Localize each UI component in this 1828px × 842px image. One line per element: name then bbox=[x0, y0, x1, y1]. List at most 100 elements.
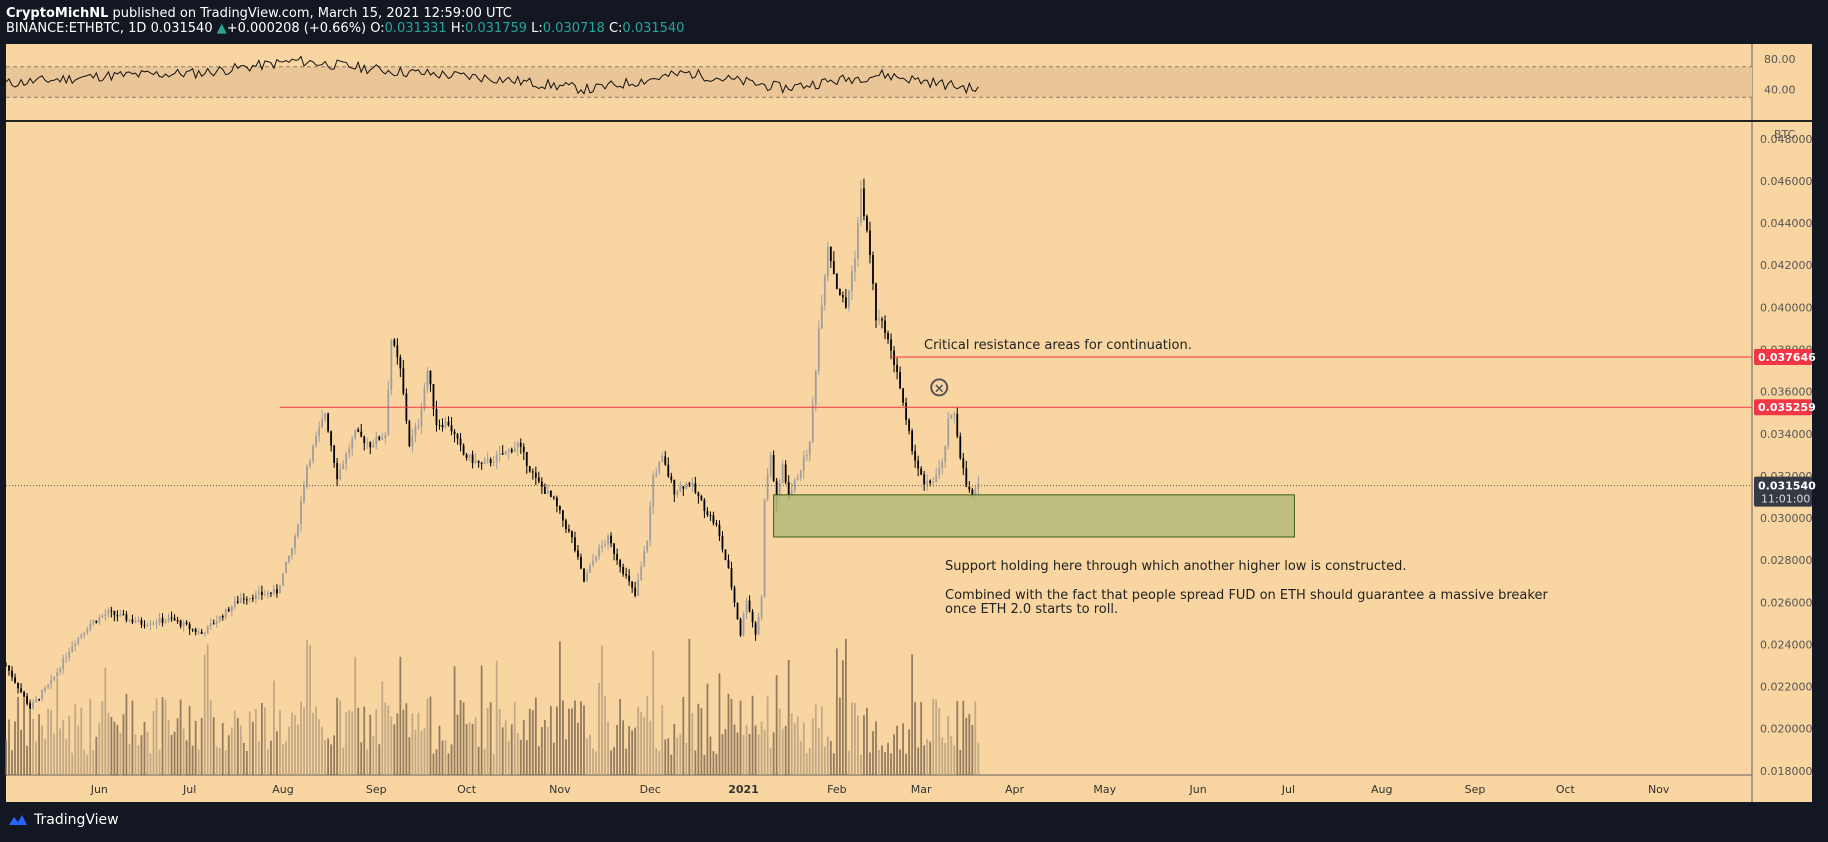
candle-body bbox=[462, 445, 465, 455]
price-tick-label: 0.024000 bbox=[1760, 638, 1813, 651]
candle-body bbox=[438, 425, 441, 427]
candle-body bbox=[947, 418, 950, 446]
candle-body bbox=[38, 698, 41, 700]
candle-body bbox=[309, 460, 311, 467]
candle-body bbox=[829, 246, 832, 262]
volume-bar bbox=[80, 707, 83, 775]
candle-body bbox=[279, 585, 281, 594]
candle-body bbox=[634, 587, 637, 596]
volume-bar bbox=[402, 709, 405, 775]
candle-body bbox=[432, 384, 435, 410]
volume-bar bbox=[200, 717, 203, 775]
volume-bar bbox=[736, 732, 739, 775]
volume-bar bbox=[426, 698, 429, 775]
candle-body bbox=[592, 560, 594, 566]
last-price: 0.031540 bbox=[150, 21, 213, 36]
open-label: O: bbox=[370, 21, 385, 36]
volume-bar bbox=[911, 654, 914, 775]
volume-bar bbox=[896, 725, 898, 775]
volume-bar bbox=[908, 729, 911, 775]
note-annotation-line2[interactable]: once ETH 2.0 starts to roll. bbox=[945, 602, 1118, 617]
candle-body bbox=[565, 520, 567, 530]
volume-bar bbox=[378, 744, 381, 775]
candle-body bbox=[83, 632, 86, 635]
time-tick-label: Aug bbox=[1371, 783, 1392, 796]
time-tick-label: Nov bbox=[549, 783, 571, 796]
volume-bar bbox=[805, 752, 808, 775]
candle-body bbox=[113, 611, 116, 616]
candle-body bbox=[270, 592, 272, 594]
footer: TradingView bbox=[8, 812, 119, 828]
high-value: 0.031759 bbox=[464, 21, 528, 36]
volume-bar bbox=[327, 738, 330, 775]
support-annotation[interactable]: Support holding here through which anoth… bbox=[945, 559, 1407, 574]
candle-body bbox=[128, 619, 131, 621]
candle-body bbox=[625, 574, 628, 576]
candle-body bbox=[366, 442, 369, 444]
candle-body bbox=[191, 628, 194, 630]
volume-bar bbox=[209, 700, 212, 775]
candle-body bbox=[513, 447, 516, 453]
candle-body bbox=[68, 651, 71, 658]
candle-body bbox=[832, 261, 835, 274]
candle-body bbox=[613, 543, 615, 554]
volume-bar bbox=[32, 718, 34, 775]
resistance-annotation[interactable]: Critical resistance areas for continuati… bbox=[924, 338, 1192, 353]
volume-bar bbox=[122, 714, 125, 775]
author-name[interactable]: CryptoMichNL bbox=[6, 6, 109, 21]
volume-bar bbox=[405, 703, 408, 775]
volume-bar bbox=[363, 706, 366, 775]
candle-body bbox=[811, 404, 814, 442]
volume-bar bbox=[944, 743, 947, 775]
support-zone[interactable] bbox=[773, 494, 1295, 538]
candle-body bbox=[857, 222, 859, 259]
candle-body bbox=[676, 491, 679, 495]
volume-bar bbox=[616, 725, 619, 775]
candle-body bbox=[456, 433, 459, 439]
candle-body bbox=[276, 589, 278, 594]
volume-bar bbox=[116, 724, 119, 775]
candle-body bbox=[285, 561, 287, 574]
volume-bar bbox=[971, 724, 974, 775]
price-tick-label: 0.030000 bbox=[1760, 512, 1813, 525]
volume-bar bbox=[552, 742, 555, 775]
candle-body bbox=[878, 319, 880, 321]
candle-body bbox=[863, 188, 865, 217]
volume-bar bbox=[522, 720, 525, 775]
marker-x-icon[interactable] bbox=[930, 378, 949, 397]
brand-label[interactable]: TradingView bbox=[34, 812, 119, 828]
candle-body bbox=[381, 437, 384, 440]
candle-body bbox=[718, 524, 721, 537]
candle-body bbox=[884, 320, 886, 334]
candle-body bbox=[95, 620, 98, 623]
time-axis-background bbox=[6, 775, 1752, 802]
volume-bar bbox=[811, 718, 814, 775]
volume-bar bbox=[71, 752, 74, 775]
volume-bar bbox=[119, 732, 122, 775]
volume-bar bbox=[613, 747, 615, 775]
candle-body bbox=[971, 489, 974, 496]
volume-bar bbox=[697, 703, 700, 775]
volume-bar bbox=[125, 693, 128, 775]
candle-body bbox=[224, 608, 227, 618]
volume-bar bbox=[414, 729, 417, 775]
volume-bar bbox=[215, 746, 218, 775]
note-annotation-line1[interactable]: Combined with the fact that people sprea… bbox=[945, 588, 1548, 603]
volume-bar bbox=[263, 707, 266, 775]
volume-bar bbox=[691, 713, 694, 775]
candle-body bbox=[607, 535, 609, 545]
volume-bar bbox=[664, 739, 667, 775]
candle-body bbox=[619, 560, 622, 567]
volume-bar bbox=[745, 724, 748, 775]
candle-body bbox=[525, 452, 528, 467]
price-axis-background bbox=[1752, 44, 1812, 802]
volume-bar bbox=[357, 707, 360, 775]
volume-bar bbox=[297, 724, 299, 775]
candle-body bbox=[875, 283, 877, 321]
resistance-price-label: 0.035259 bbox=[1758, 401, 1816, 414]
candle-body bbox=[854, 258, 856, 272]
candle-body bbox=[860, 188, 862, 223]
candle-body bbox=[170, 617, 173, 619]
candle-body bbox=[294, 535, 296, 548]
